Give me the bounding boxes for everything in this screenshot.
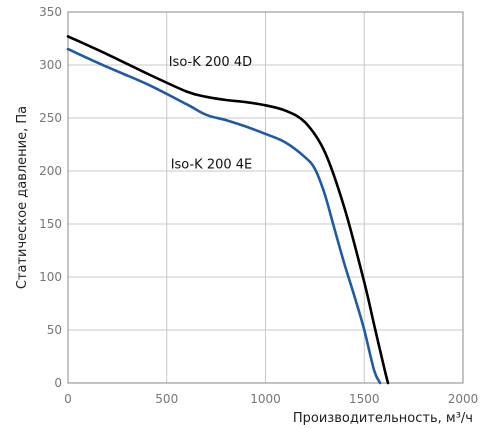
series-line-4e xyxy=(66,47,382,385)
series-annotation: Iso-K 200 4E xyxy=(171,158,253,173)
series-annotations: Iso-K 200 4D Iso-K 200 4E xyxy=(169,55,253,173)
y-tick-label: 0 xyxy=(54,376,62,390)
x-tick-label: 500 xyxy=(155,392,178,406)
y-tick-label: 50 xyxy=(47,323,62,337)
plot-frame xyxy=(67,11,464,384)
x-tick-label: 0 xyxy=(64,392,72,406)
x-tick-label: 1000 xyxy=(250,392,281,406)
x-tick-label: 2000 xyxy=(448,392,479,406)
y-tick-label: 250 xyxy=(39,111,62,125)
series-line-4d xyxy=(66,35,390,385)
y-tick-label: 300 xyxy=(39,58,62,72)
y-tick-label: 200 xyxy=(39,164,62,178)
x-tick-label: 1500 xyxy=(349,392,380,406)
grid-lines xyxy=(67,11,464,384)
y-tick-label: 100 xyxy=(39,270,62,284)
y-tick-label: 350 xyxy=(39,5,62,19)
tick-labels: 0 500 1000 1500 2000 0 50 100 150 200 250 300 350 xyxy=(39,5,478,406)
x-axis-label: Производительность, м³/ч xyxy=(293,411,473,426)
y-tick-label: 150 xyxy=(39,217,62,231)
series-curves xyxy=(66,35,390,385)
series-annotation: Iso-K 200 4D xyxy=(169,55,252,70)
y-axis-label: Статическое давление, Па xyxy=(15,106,30,289)
